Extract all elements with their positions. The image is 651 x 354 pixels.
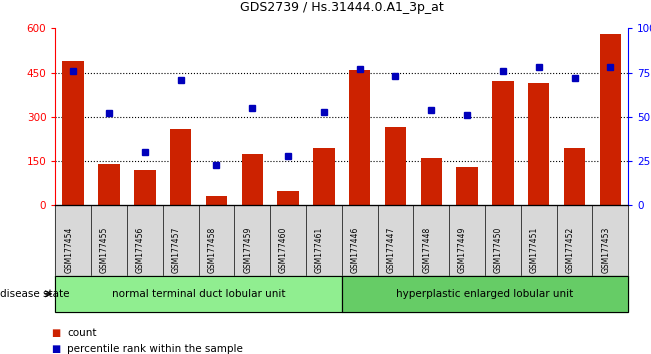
Text: hyperplastic enlarged lobular unit: hyperplastic enlarged lobular unit	[396, 289, 574, 299]
Bar	[62, 61, 84, 205]
Text: GSM177446: GSM177446	[351, 226, 359, 273]
Text: normal terminal duct lobular unit: normal terminal duct lobular unit	[112, 289, 285, 299]
Text: GSM177459: GSM177459	[243, 226, 253, 273]
Bar	[456, 167, 478, 205]
Text: GSM177461: GSM177461	[315, 226, 324, 273]
Bar	[600, 34, 621, 205]
Text: GSM177455: GSM177455	[100, 226, 109, 273]
Bar	[98, 164, 120, 205]
Text: GSM177458: GSM177458	[208, 226, 216, 273]
Text: GSM177450: GSM177450	[494, 226, 503, 273]
Text: GSM177453: GSM177453	[602, 226, 611, 273]
Text: GSM177454: GSM177454	[64, 226, 73, 273]
Text: GSM177451: GSM177451	[530, 226, 539, 273]
Text: disease state: disease state	[0, 289, 70, 299]
Bar	[528, 83, 549, 205]
Bar	[170, 129, 191, 205]
Text: GSM177448: GSM177448	[422, 226, 431, 273]
Bar	[349, 70, 370, 205]
Text: ■: ■	[51, 344, 60, 354]
Bar	[206, 196, 227, 205]
Text: GSM177457: GSM177457	[172, 226, 181, 273]
Text: GSM177460: GSM177460	[279, 226, 288, 273]
Text: GSM177449: GSM177449	[458, 226, 467, 273]
Bar	[134, 170, 156, 205]
Bar	[385, 127, 406, 205]
Bar	[564, 148, 585, 205]
Text: percentile rank within the sample: percentile rank within the sample	[67, 344, 243, 354]
Text: ■: ■	[51, 328, 60, 338]
Text: GSM177447: GSM177447	[387, 226, 395, 273]
Bar	[277, 190, 299, 205]
Bar	[492, 81, 514, 205]
Bar	[313, 148, 335, 205]
Text: count: count	[67, 328, 96, 338]
Bar	[242, 154, 263, 205]
Bar	[421, 158, 442, 205]
Text: GDS2739 / Hs.31444.0.A1_3p_at: GDS2739 / Hs.31444.0.A1_3p_at	[240, 1, 443, 14]
Text: GSM177456: GSM177456	[136, 226, 145, 273]
Text: GSM177452: GSM177452	[566, 226, 574, 273]
